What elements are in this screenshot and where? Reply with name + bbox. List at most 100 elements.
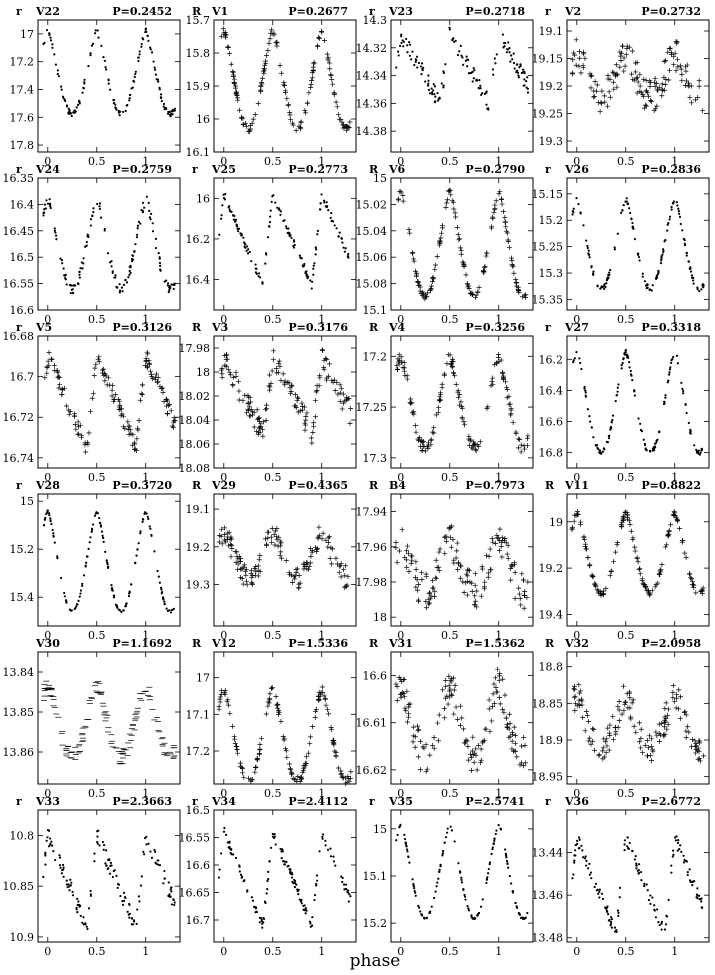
data-point — [141, 37, 144, 40]
data-point — [305, 274, 308, 277]
y-tick-label: 15.35 — [532, 293, 564, 306]
data-point — [168, 289, 171, 292]
data-point — [574, 511, 580, 517]
filter-label: r — [16, 795, 22, 808]
data-point — [673, 515, 679, 521]
data-point — [624, 512, 630, 518]
data-point — [81, 582, 84, 585]
data-point — [649, 743, 655, 749]
data-point — [642, 438, 645, 441]
data-point — [292, 239, 296, 242]
filter-label: R — [192, 637, 202, 650]
data-point — [300, 769, 306, 775]
data-point — [473, 69, 476, 72]
data-point — [587, 735, 593, 741]
data-point — [432, 266, 438, 272]
data-point — [701, 906, 704, 909]
data-point — [293, 886, 297, 889]
data-point — [505, 542, 511, 548]
data-point — [127, 594, 131, 598]
data-point — [572, 708, 578, 714]
data-point — [135, 236, 139, 239]
data-point — [584, 389, 587, 392]
data-point — [170, 283, 173, 286]
data-point — [261, 70, 267, 76]
y-tick-label: 19.1 — [186, 503, 211, 516]
data-point — [461, 263, 467, 269]
data-point — [146, 515, 149, 518]
data-point — [428, 911, 432, 914]
data-point — [467, 442, 473, 448]
data-point — [296, 585, 302, 591]
data-point — [515, 436, 521, 442]
data-point — [692, 282, 695, 285]
data-point — [673, 705, 679, 711]
data-point — [400, 41, 403, 45]
data-point — [628, 714, 634, 720]
data-point — [255, 100, 261, 106]
y-tick-label: 16.72 — [3, 411, 35, 424]
data-point — [469, 580, 475, 586]
data-point — [637, 417, 640, 420]
data-point — [496, 358, 502, 364]
data-point — [641, 275, 644, 278]
data-point — [688, 100, 694, 106]
data-point — [699, 590, 705, 596]
data-point — [522, 68, 525, 71]
data-point — [639, 428, 642, 432]
data-point — [638, 259, 641, 262]
data-point — [404, 688, 410, 694]
data-point — [489, 378, 495, 384]
data-point — [108, 261, 112, 264]
filter-label: r — [16, 163, 22, 176]
data-point — [256, 429, 262, 435]
data-point — [44, 364, 50, 370]
data-point — [119, 894, 122, 898]
data-point — [630, 374, 633, 377]
data-point — [107, 566, 110, 569]
data-point — [51, 43, 54, 46]
data-point — [102, 378, 108, 384]
data-point — [102, 540, 105, 543]
data-point — [572, 873, 575, 876]
data-point — [626, 354, 629, 357]
data-point — [313, 894, 317, 897]
data-point — [128, 269, 131, 273]
data-point — [700, 900, 703, 903]
data-point — [218, 526, 224, 532]
data-point — [252, 111, 258, 117]
data-point — [649, 450, 652, 453]
data-point — [586, 408, 589, 411]
data-point — [121, 290, 124, 293]
data-point — [620, 211, 623, 214]
data-point — [163, 603, 166, 606]
data-point — [302, 107, 308, 113]
data-point — [695, 756, 701, 762]
data-point — [268, 225, 271, 228]
data-point — [338, 574, 344, 580]
data-point — [591, 726, 597, 732]
data-point — [619, 711, 625, 717]
data-point — [607, 76, 613, 82]
data-point — [469, 748, 475, 754]
data-point — [42, 875, 45, 878]
data-point — [91, 373, 97, 379]
data-point — [506, 711, 512, 717]
data-point — [688, 868, 691, 871]
x-tick-label: 1 — [318, 629, 325, 642]
data-point — [308, 82, 314, 88]
data-point — [237, 558, 243, 564]
data-point — [343, 888, 346, 891]
data-point — [431, 430, 437, 436]
data-point — [321, 835, 324, 839]
data-point — [465, 757, 471, 763]
data-point — [408, 43, 412, 46]
x-tick-label: 0.5 — [88, 787, 106, 800]
data-point — [314, 246, 317, 249]
data-point — [628, 528, 634, 534]
data-point — [398, 354, 404, 360]
data-point — [649, 902, 652, 905]
